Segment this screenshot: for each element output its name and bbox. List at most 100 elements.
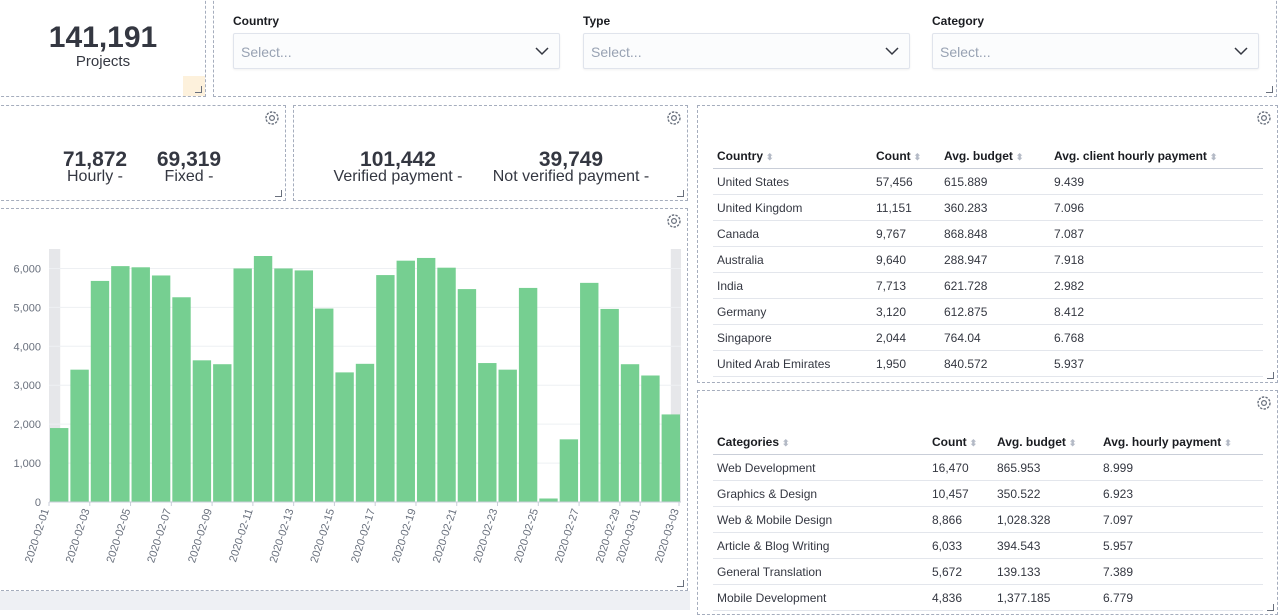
- bar: [111, 266, 130, 502]
- select-placeholder: Select...: [241, 44, 292, 60]
- select-box[interactable]: Select...: [233, 33, 560, 69]
- header-text: Count: [876, 149, 911, 163]
- x-tick-label: 2020-02-23: [472, 507, 501, 564]
- row-line: [713, 324, 1263, 325]
- select-box[interactable]: Select...: [932, 33, 1259, 69]
- column-header[interactable]: Count ⬍: [932, 435, 977, 449]
- table-cell: 8.412: [1054, 305, 1085, 319]
- x-tick-label: 2020-02-07: [145, 507, 174, 564]
- bar: [70, 369, 89, 502]
- header-line: [713, 168, 1263, 169]
- bar: [600, 308, 619, 502]
- table-cell: 7,713: [876, 279, 907, 293]
- column-header[interactable]: Country ⬍: [717, 149, 774, 163]
- control-label: Type: [583, 14, 611, 28]
- x-tick-label: 2020-02-19: [390, 507, 419, 564]
- bar: [580, 282, 599, 502]
- control-label: Category: [932, 14, 985, 28]
- table-cell: 6.923: [1103, 487, 1134, 501]
- select-box[interactable]: Select...: [583, 33, 910, 69]
- x-tick-label: 2020-02-25: [512, 507, 541, 564]
- category-table-panel: Categories ⬍ Count ⬍ Avg. budget ⬍ Avg. hourly…: [697, 390, 1278, 615]
- row-line: [713, 558, 1263, 559]
- bar: [457, 289, 477, 502]
- partial-bucket: [49, 249, 61, 502]
- x-tick-label: 2020-02-03: [64, 507, 93, 564]
- header-text: Avg. budget: [944, 149, 1013, 163]
- y-tick-label: 2,000: [13, 419, 41, 431]
- settings-icon[interactable]: [1255, 394, 1273, 412]
- row-line: [713, 480, 1263, 481]
- table-cell: 5,672: [932, 565, 963, 579]
- table-cell: United Kingdom: [717, 201, 803, 215]
- bar: [233, 268, 252, 502]
- sort-icon: ⬍: [1209, 152, 1218, 162]
- bar: [437, 267, 456, 502]
- bar: [641, 375, 660, 502]
- chevron: [885, 47, 899, 56]
- column-header[interactable]: Avg. hourly payment ⬍: [1103, 435, 1232, 449]
- resize-handle[interactable]: [195, 86, 202, 93]
- gear-outer: [1257, 396, 1271, 410]
- header-text: Avg. budget: [997, 435, 1066, 449]
- sort-icon: ⬍: [969, 438, 978, 448]
- table-cell: 7.389: [1103, 565, 1134, 579]
- bar: [172, 297, 191, 502]
- table-cell: 2,044: [876, 331, 907, 345]
- x-tick-label: 2020-03-03: [653, 507, 682, 564]
- table-cell: 288.947: [944, 253, 988, 267]
- gear-outer: [667, 111, 681, 125]
- sort-icon: ⬍: [1015, 152, 1024, 162]
- metric-value: 71,872: [62, 148, 128, 171]
- table-cell: 10,457: [932, 487, 969, 501]
- table-cell: 2.982: [1054, 279, 1085, 293]
- column-header[interactable]: Avg. client hourly payment ⬍: [1054, 149, 1217, 163]
- bar: [355, 363, 375, 502]
- country-table-panel: Country ⬍ Count ⬍ Avg. budget ⬍ Avg. client ho…: [697, 105, 1278, 383]
- select-placeholder: Select...: [940, 44, 991, 60]
- header-line: [713, 454, 1263, 455]
- bar: [90, 280, 110, 502]
- row-line: [713, 220, 1263, 221]
- resize-handle[interactable]: [275, 190, 282, 197]
- column-header[interactable]: Categories ⬍: [717, 435, 790, 449]
- resize-handle[interactable]: [677, 190, 684, 197]
- table-cell: General Translation: [717, 565, 822, 579]
- resize-corner: [183, 76, 205, 96]
- metric-label: Not verified payment -: [492, 168, 650, 185]
- resize-handle[interactable]: [677, 580, 684, 587]
- y-tick-label: 6,000: [13, 263, 41, 275]
- table-cell: 9,767: [876, 227, 907, 241]
- table-cell: Canada: [717, 227, 760, 241]
- settings-icon[interactable]: [665, 109, 683, 127]
- settings-icon[interactable]: [665, 212, 683, 230]
- sort-icon: ⬍: [1224, 438, 1232, 448]
- gear-inner: [268, 114, 276, 122]
- table-cell: 6.779: [1103, 591, 1134, 605]
- column-header[interactable]: Avg. budget ⬍: [997, 435, 1076, 449]
- x-tick-label: 2020-02-09: [186, 507, 215, 564]
- column-header[interactable]: Avg. budget ⬍: [944, 149, 1023, 163]
- x-tick-label: 2020-02-27: [553, 507, 582, 564]
- table-cell: United States: [717, 175, 790, 189]
- settings-icon[interactable]: [1255, 109, 1273, 127]
- table-cell: 9,640: [876, 253, 907, 267]
- table-cell: 394.543: [997, 539, 1041, 553]
- table-cell: 7.087: [1054, 227, 1085, 241]
- header-text: Avg. client hourly payment: [1054, 149, 1207, 163]
- bar: [396, 260, 415, 502]
- gear-inner: [670, 114, 678, 122]
- partial-bucket: [670, 249, 681, 502]
- table-cell: 9.439: [1054, 175, 1085, 189]
- metric-label: Hourly -: [66, 168, 124, 185]
- table-cell: 8,866: [932, 513, 963, 527]
- table-cell: 764.04: [944, 331, 981, 345]
- resize-handle[interactable]: [1267, 372, 1274, 379]
- bar: [478, 363, 497, 502]
- settings-icon[interactable]: [263, 109, 281, 127]
- header-text: Count: [932, 435, 967, 449]
- table-cell: 3,120: [876, 305, 907, 319]
- column-header[interactable]: Count ⬍: [876, 149, 921, 163]
- resize-handle[interactable]: [1266, 86, 1273, 93]
